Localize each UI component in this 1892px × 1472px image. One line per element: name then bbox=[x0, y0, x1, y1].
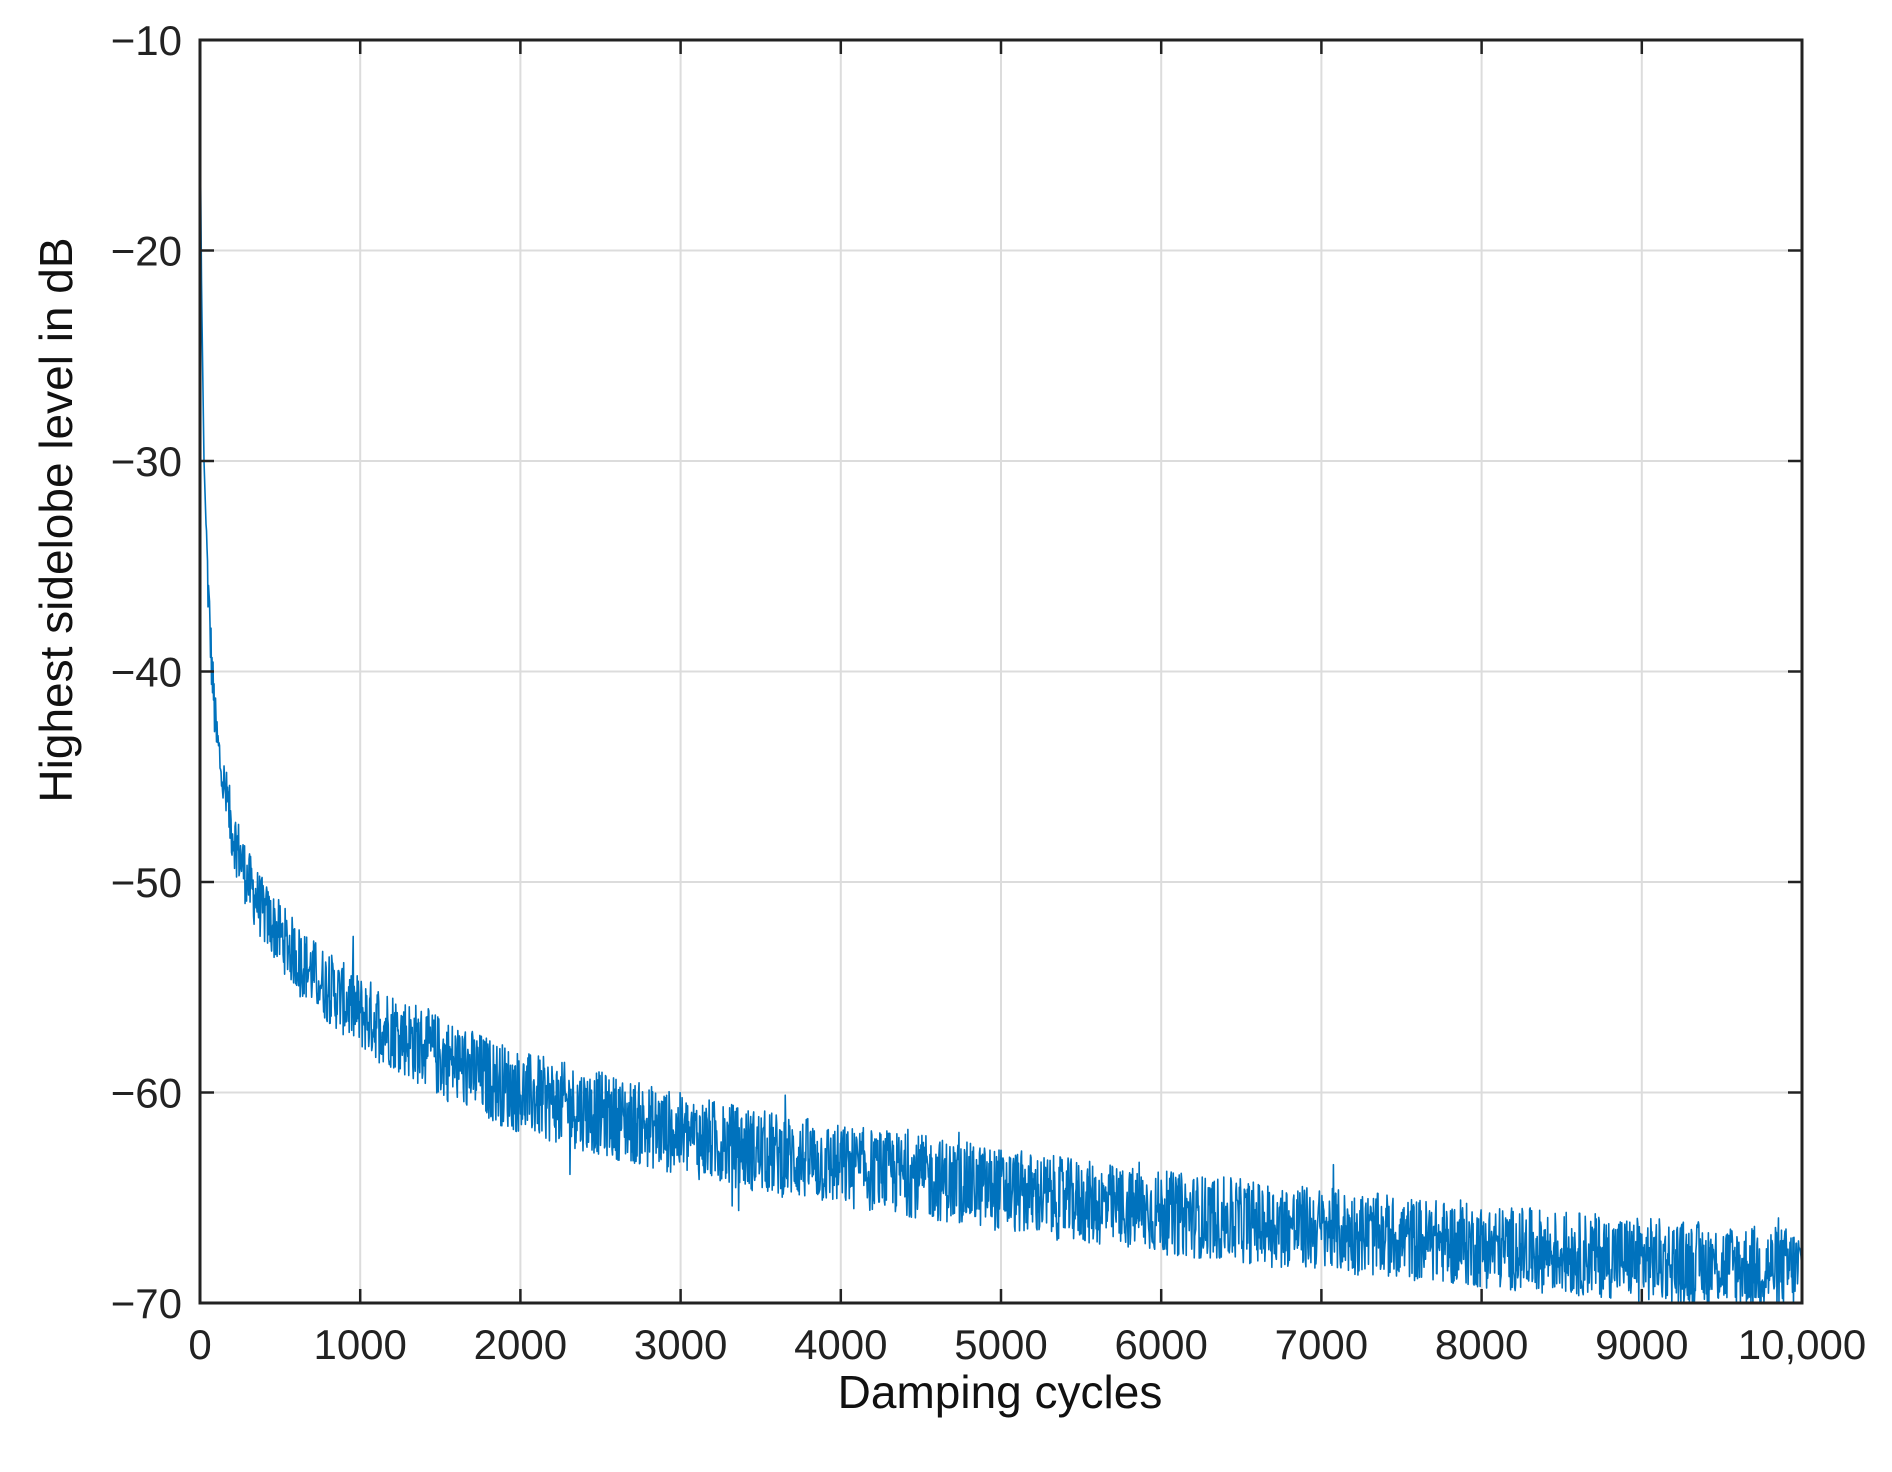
x-tick-labels: 0 1000 2000 3000 4000 5000 6000 7000 8000 9000 10,… bbox=[188, 1321, 1866, 1368]
x-tick-label: 10,000 bbox=[1738, 1321, 1866, 1368]
series-line bbox=[199, 103, 1803, 1304]
x-tick-label: 1000 bbox=[313, 1321, 406, 1368]
y-axis-label: Highest sidelobe level in dB bbox=[30, 237, 82, 802]
x-tick-label: 0 bbox=[188, 1321, 211, 1368]
x-tick-label: 9000 bbox=[1595, 1321, 1688, 1368]
x-tick-label: 3000 bbox=[634, 1321, 727, 1368]
x-tick-label: 5000 bbox=[954, 1321, 1047, 1368]
x-tick-label: 4000 bbox=[794, 1321, 887, 1368]
y-tick-label: −50 bbox=[111, 859, 182, 906]
x-tick-label: 7000 bbox=[1275, 1321, 1368, 1368]
x-tick-label: 6000 bbox=[1114, 1321, 1207, 1368]
y-tick-labels: −70 −60 −50 −40 −30 −20 −10 bbox=[111, 17, 182, 1327]
series-layer bbox=[199, 103, 1803, 1304]
y-tick-label: −40 bbox=[111, 649, 182, 696]
x-tick-label: 2000 bbox=[474, 1321, 567, 1368]
tick-marks bbox=[198, 38, 1804, 1305]
x-axis-label: Damping cycles bbox=[838, 1366, 1163, 1418]
grid-lines bbox=[200, 40, 1802, 1303]
y-tick-label: −70 bbox=[111, 1280, 182, 1327]
y-tick-label: −10 bbox=[111, 17, 182, 64]
y-tick-label: −60 bbox=[111, 1070, 182, 1117]
y-tick-label: −20 bbox=[111, 228, 182, 275]
x-tick-label: 8000 bbox=[1435, 1321, 1528, 1368]
y-tick-label: −30 bbox=[111, 438, 182, 485]
